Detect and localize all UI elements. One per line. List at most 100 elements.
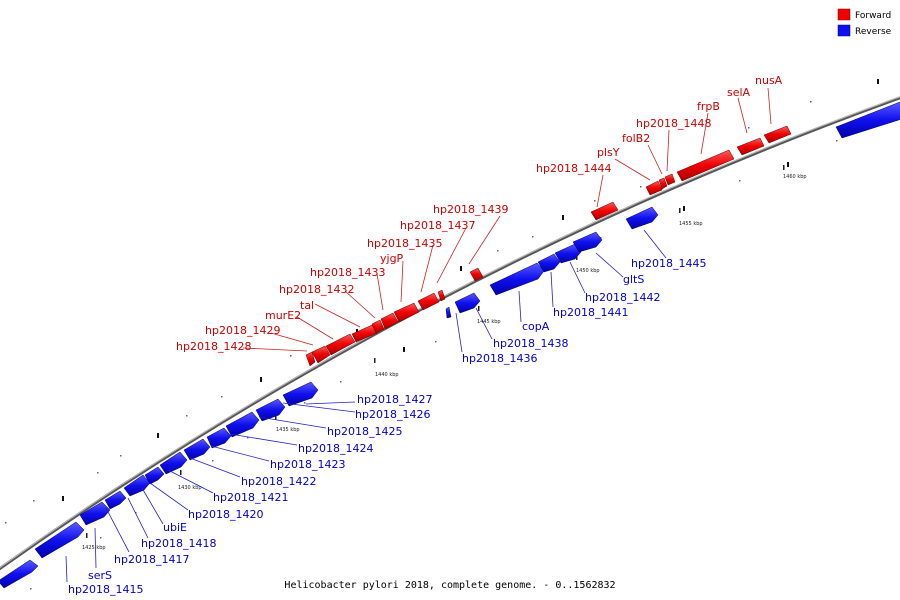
label-hp2018_1444[interactable]: hp2018_1444 [536, 162, 611, 175]
label-nusA[interactable]: nusA [755, 74, 783, 87]
legend-swatch-forward [837, 8, 851, 21]
genome-backbone-highlight [0, 96, 900, 569]
gene-hp2018_1444[interactable] [590, 201, 619, 221]
label-murE2[interactable]: murE2 [265, 309, 301, 322]
gene-selA[interactable] [736, 137, 765, 156]
label-tal[interactable]: tal [300, 299, 314, 312]
label-hp2018_1436[interactable]: hp2018_1436 [462, 352, 537, 365]
label-hp2018_1435[interactable]: hp2018_1435 [367, 237, 442, 250]
label-folB2[interactable]: folB2 [622, 132, 650, 145]
gene-plsY[interactable] [645, 180, 663, 196]
gene-frpB[interactable] [676, 149, 735, 182]
tick-label-1455: 1455 kbp [679, 221, 703, 227]
label-hp2018_1415[interactable]: hp2018_1415 [68, 583, 143, 596]
tick-label-1460: 1460 kbp [783, 174, 807, 180]
forward-leader-lines [242, 87, 772, 352]
gene-hp2018_1415[interactable] [0, 559, 39, 589]
gene-hp2018_1445[interactable] [625, 206, 659, 230]
label-hp2018_1437[interactable]: hp2018_1437 [400, 219, 475, 232]
gene-hp2018_1429[interactable] [311, 345, 331, 364]
label-hp2018_1423[interactable]: hp2018_1423 [270, 458, 345, 471]
legend-swatch-reverse [837, 24, 851, 37]
label-hp2018_1427[interactable]: hp2018_1427 [357, 393, 432, 406]
gene-folB2[interactable] [658, 177, 668, 190]
forward-gene-labels: hp2018_1428 hp2018_1429 murE2 tal hp2018… [176, 74, 783, 353]
gene-hp2018_1432[interactable] [371, 319, 385, 334]
label-gltS[interactable]: gltS [623, 273, 644, 286]
gene-ubiE[interactable] [123, 474, 151, 497]
figure-caption: Helicobacter pylori 2018, complete genom… [284, 580, 615, 591]
gene-hp2018_1417[interactable] [79, 501, 111, 526]
label-yjgP[interactable]: yjgP [380, 252, 404, 265]
forward-strand-genes [305, 125, 792, 367]
label-hp2018_1426[interactable]: hp2018_1426 [355, 408, 430, 421]
label-hp2018_1439[interactable]: hp2018_1439 [433, 203, 508, 216]
gene-hp2018_1441[interactable] [537, 253, 561, 273]
gene-serS[interactable] [34, 521, 85, 559]
scale-tick-labels: 1425 kbp 1430 kbp 1435 kbp 1440 kbp 1445… [82, 174, 807, 551]
gene-tal[interactable] [351, 324, 378, 343]
tick-label-1450: 1450 kbp [576, 268, 600, 274]
label-hp2018_1438[interactable]: hp2018_1438 [493, 337, 568, 350]
label-hp2018_1445[interactable]: hp2018_1445 [631, 257, 706, 270]
gene-hp2018_1435[interactable] [417, 292, 440, 311]
label-hp2018_1448[interactable]: hp2018_1448 [636, 117, 711, 130]
tick-label-1430: 1430 kbp [178, 485, 202, 491]
label-hp2018_1425[interactable]: hp2018_1425 [327, 425, 402, 438]
label-hp2018_1429[interactable]: hp2018_1429 [205, 324, 280, 337]
gene-hp2018_1427[interactable] [282, 381, 319, 407]
gene-hp2018_1439[interactable] [469, 267, 484, 282]
reverse-leader-lines [65, 229, 667, 583]
outer-dot-track [5, 79, 879, 590]
label-hp2018_1441[interactable]: hp2018_1441 [553, 306, 628, 319]
label-serS[interactable]: serS [88, 569, 112, 582]
genome-backbone [0, 96, 900, 571]
gene-hp2018_1437[interactable] [437, 289, 446, 302]
label-copA[interactable]: copA [522, 320, 550, 333]
tick-label-1440: 1440 kbp [375, 372, 399, 378]
label-hp2018_1433[interactable]: hp2018_1433 [310, 266, 385, 279]
label-ubiE[interactable]: ubiE [163, 521, 187, 534]
label-plsY[interactable]: plsY [597, 146, 620, 159]
gene-copA[interactable] [489, 262, 545, 296]
gene-yjgP[interactable] [393, 302, 420, 323]
legend-label-forward: Forward [855, 11, 891, 21]
legend: Forward Reverse [837, 8, 892, 37]
label-hp2018_1421[interactable]: hp2018_1421 [213, 491, 288, 504]
legend-label-reverse: Reverse [855, 27, 892, 37]
gene-hp2018_1424[interactable] [225, 411, 260, 438]
label-hp2018_1442[interactable]: hp2018_1442 [585, 291, 660, 304]
gene-nusA[interactable] [763, 125, 792, 144]
tick-label-1445: 1445 kbp [477, 319, 501, 325]
label-hp2018_1417[interactable]: hp2018_1417 [114, 553, 189, 566]
label-hp2018_1420[interactable]: hp2018_1420 [188, 508, 263, 521]
gene-murE2[interactable] [325, 333, 356, 356]
label-hp2018_1432[interactable]: hp2018_1432 [279, 283, 354, 296]
gene-hp2018_1442[interactable] [554, 243, 582, 264]
gene-hp2018_1433[interactable] [380, 312, 399, 330]
reverse-strand-genes [0, 101, 900, 589]
gene-hp2018_1436-small[interactable] [445, 306, 452, 319]
gene-hp2018_1425[interactable] [255, 398, 286, 422]
scale-tick-marks [86, 165, 785, 538]
label-hp2018_1422[interactable]: hp2018_1422 [241, 475, 316, 488]
label-hp2018_1428[interactable]: hp2018_1428 [176, 340, 251, 353]
gene-hp2018_1428[interactable] [305, 351, 316, 367]
label-hp2018_1418[interactable]: hp2018_1418 [141, 537, 216, 550]
gene-hp2018_1448[interactable] [664, 173, 676, 186]
gene-hp2018_1418[interactable] [104, 490, 127, 510]
gene-hp2018_1420[interactable] [144, 466, 165, 485]
gene-hp2018_1436[interactable] [454, 292, 481, 314]
tick-label-1425: 1425 kbp [82, 545, 106, 551]
gene-gltS[interactable] [572, 231, 603, 253]
gene-hp2018_1422[interactable] [183, 438, 211, 461]
label-selA[interactable]: selA [727, 86, 751, 99]
label-frpB[interactable]: frpB [697, 100, 720, 113]
reverse-gene-labels: hp2018_1415 serS hp2018_1417 hp2018_1418… [68, 257, 706, 596]
tick-label-1435: 1435 kbp [276, 427, 300, 433]
label-hp2018_1424[interactable]: hp2018_1424 [298, 442, 373, 455]
gene-right-edge[interactable] [835, 101, 900, 139]
gene-hp2018_1421[interactable] [159, 451, 188, 475]
